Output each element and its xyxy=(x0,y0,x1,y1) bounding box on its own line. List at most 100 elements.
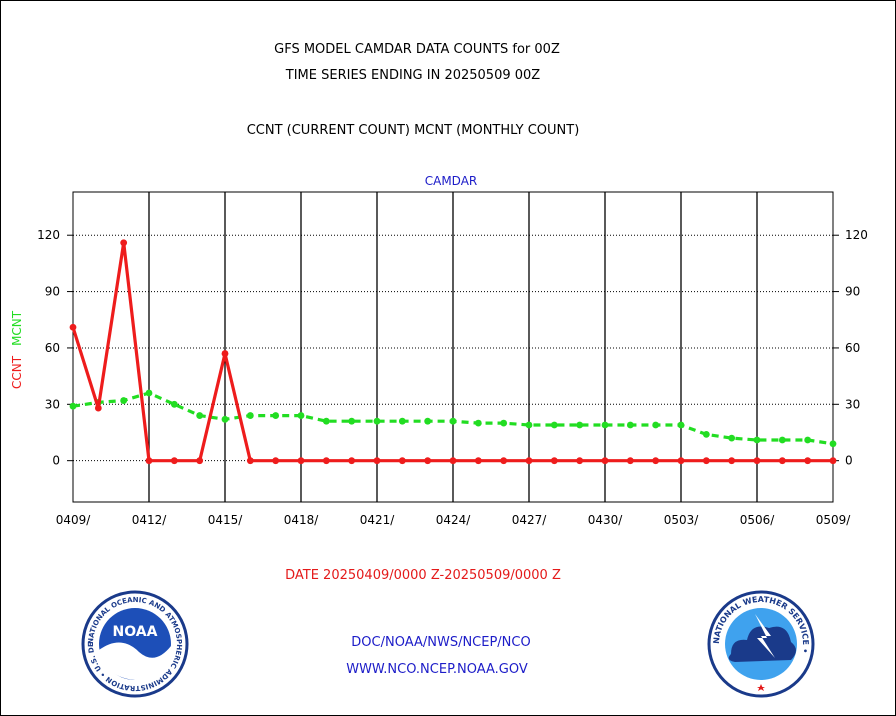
y-tick-label-left: 30 xyxy=(45,397,60,411)
data-point-mcnt xyxy=(626,421,634,429)
x-tick-label: 0424/ xyxy=(436,513,472,527)
y-tick-label-right: 0 xyxy=(845,454,853,468)
nws-logo: NATIONAL WEATHER SERVICE • xyxy=(707,590,815,698)
data-point-ccnt xyxy=(525,457,533,465)
x-tick-label: 0427/ xyxy=(512,513,548,527)
data-point-ccnt xyxy=(348,457,356,465)
org-path: DOC/NOAA/NWS/NCEP/NCO xyxy=(351,635,530,650)
data-point-mcnt xyxy=(196,412,204,419)
y-tick-label-right: 90 xyxy=(845,285,860,299)
data-point-mcnt xyxy=(778,436,786,444)
data-point-mcnt xyxy=(373,417,381,425)
y-tick-label-right: 120 xyxy=(845,228,868,242)
data-point-mcnt xyxy=(272,412,280,419)
data-point-mcnt xyxy=(677,421,685,429)
data-point-ccnt xyxy=(500,457,508,465)
data-point-ccnt xyxy=(272,457,280,465)
website-link[interactable]: WWW.NCO.NCEP.NOAA.GOV xyxy=(346,662,528,677)
data-point-mcnt xyxy=(753,436,761,444)
grid-layer xyxy=(67,191,839,503)
data-point-ccnt xyxy=(474,457,482,465)
data-point-ccnt xyxy=(145,457,153,465)
y-tick-label-left: 120 xyxy=(37,228,60,242)
data-point-ccnt xyxy=(398,457,406,465)
data-point-mcnt xyxy=(728,434,736,442)
data-point-ccnt xyxy=(449,457,457,465)
y-tick-label-right: 60 xyxy=(845,341,860,355)
data-point-ccnt xyxy=(728,457,736,465)
chart-title: GFS MODEL CAMDAR DATA COUNTS for 00Z xyxy=(274,42,560,57)
y-tick-label-left: 90 xyxy=(45,285,60,299)
data-point-ccnt xyxy=(246,457,254,465)
data-point-ccnt xyxy=(829,457,837,465)
x-tick-label: 0409/ xyxy=(56,513,92,527)
data-point-mcnt xyxy=(145,389,153,397)
x-tick-label: 0412/ xyxy=(132,513,168,527)
data-point-ccnt xyxy=(120,239,128,247)
data-point-mcnt xyxy=(170,400,178,408)
data-point-mcnt xyxy=(804,436,812,444)
data-point-mcnt xyxy=(449,417,457,425)
panel-label: CAMDAR xyxy=(425,174,478,188)
data-point-mcnt xyxy=(601,421,609,429)
y-tick-label-left: 0 xyxy=(52,454,60,468)
data-point-mcnt xyxy=(424,417,432,425)
chart-subtitle: CCNT (CURRENT COUNT) MCNT (MONTHLY COUNT… xyxy=(247,123,580,138)
tick-layer: 0409/0412/0415/0418/0421/0424/0427/0430/… xyxy=(37,228,868,527)
y-tick-label-left: 60 xyxy=(45,341,60,355)
x-tick-label: 0430/ xyxy=(588,513,624,527)
data-point-ccnt xyxy=(753,457,761,465)
y-axis-label: CCNT MCNT xyxy=(10,310,24,389)
data-point-mcnt xyxy=(576,421,584,429)
data-point-ccnt xyxy=(550,457,558,465)
y-axis-label-ccnt: CCNT xyxy=(10,355,24,389)
data-point-ccnt xyxy=(652,457,660,465)
data-point-mcnt xyxy=(246,412,254,419)
data-point-ccnt xyxy=(424,457,432,465)
data-point-ccnt xyxy=(702,457,710,465)
data-point-mcnt xyxy=(550,421,558,429)
data-point-ccnt xyxy=(804,457,812,465)
chart-title-line2: TIME SERIES ENDING IN 20250509 00Z xyxy=(285,68,541,83)
data-point-mcnt xyxy=(69,402,77,410)
data-point-mcnt xyxy=(702,430,710,438)
date-range-label: DATE 20250409/0000 Z-20250509/0000 Z xyxy=(285,568,561,583)
data-point-ccnt xyxy=(373,457,381,465)
data-point-ccnt xyxy=(170,457,178,465)
data-point-ccnt xyxy=(221,350,229,357)
noaa-logo: NATIONAL OCEANIC AND ATMOSPHERIC ADMINIS… xyxy=(81,590,189,698)
data-point-mcnt xyxy=(297,412,305,419)
data-point-ccnt xyxy=(601,457,609,465)
x-tick-label: 0418/ xyxy=(284,513,320,527)
data-point-mcnt xyxy=(120,397,128,404)
noaa-logo-text: NOAA xyxy=(113,624,158,640)
y-tick-label-right: 30 xyxy=(845,397,860,411)
data-point-ccnt xyxy=(778,457,786,465)
data-point-ccnt xyxy=(576,457,584,465)
data-point-ccnt xyxy=(69,323,77,331)
x-tick-label: 0421/ xyxy=(360,513,396,527)
data-point-mcnt xyxy=(322,417,330,425)
data-point-mcnt xyxy=(221,415,229,423)
data-point-ccnt xyxy=(322,457,330,465)
data-point-ccnt xyxy=(196,457,204,465)
x-tick-label: 0509/ xyxy=(816,513,852,527)
data-point-mcnt xyxy=(474,419,482,427)
data-point-ccnt xyxy=(677,457,685,465)
data-point-ccnt xyxy=(297,457,305,465)
x-tick-label: 0506/ xyxy=(740,513,776,527)
data-point-mcnt xyxy=(348,417,356,425)
x-tick-label: 0503/ xyxy=(664,513,700,527)
data-point-mcnt xyxy=(500,419,508,427)
data-point-mcnt xyxy=(525,421,533,429)
data-point-ccnt xyxy=(626,457,634,465)
x-tick-label: 0415/ xyxy=(208,513,244,527)
data-point-ccnt xyxy=(94,404,102,412)
y-axis-label-mcnt: MCNT xyxy=(10,310,24,346)
data-point-mcnt xyxy=(652,421,660,429)
data-point-mcnt xyxy=(398,417,406,425)
data-point-mcnt xyxy=(829,440,837,448)
series-layer xyxy=(69,239,837,465)
